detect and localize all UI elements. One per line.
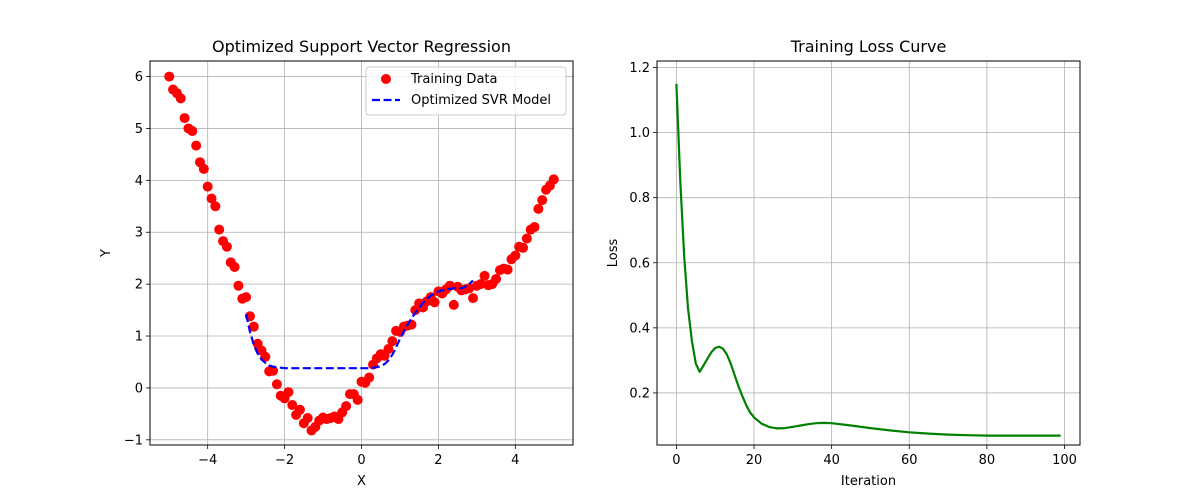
svr-chart-title: Optimized Support Vector Regression (212, 37, 511, 56)
x-tick-label: −4 (198, 453, 217, 468)
x-tick-label: 0 (357, 453, 365, 468)
y-tick-label: 0.6 (629, 256, 650, 271)
y-tick-label: 4 (135, 174, 143, 189)
data-point (521, 233, 532, 244)
loss-chart-title: Training Loss Curve (790, 37, 947, 56)
y-tick-label: 5 (135, 122, 143, 137)
data-point (468, 293, 479, 304)
y-tick-label: 6 (135, 70, 143, 85)
data-point (537, 195, 548, 206)
data-point (302, 413, 313, 424)
data-point (241, 292, 252, 303)
data-point (221, 241, 232, 252)
data-point (187, 126, 198, 137)
data-point (206, 193, 217, 204)
x-tick-label: 40 (823, 453, 840, 468)
svr-x-axis-label: X (357, 474, 366, 489)
x-tick-label: 100 (1052, 453, 1077, 468)
loss-ticks: 0 20 40 60 80 100 0.2 0.4 0.6 0.8 1.0 1.2 (629, 61, 1077, 468)
y-tick-label: 0.2 (629, 386, 650, 401)
svr-chart: −4 −2 0 2 4 −1 0 1 2 3 4 5 6 Optimized Support Vecto… (99, 37, 574, 489)
y-tick-label: 3 (135, 226, 143, 241)
data-point (202, 181, 213, 192)
data-point (502, 264, 513, 275)
data-point (548, 174, 559, 185)
svr-model-line (245, 279, 474, 370)
legend-training-data-label: Training Data (410, 72, 497, 87)
y-tick-label: 0.8 (629, 191, 650, 206)
x-tick-label: 80 (979, 453, 996, 468)
svr-ticks: −4 −2 0 2 4 −1 0 1 2 3 4 5 6 (124, 70, 520, 468)
svr-legend: Training Data Optimized SVR Model (365, 66, 567, 116)
data-point (179, 113, 190, 124)
data-point (387, 336, 398, 347)
x-tick-label: 4 (511, 453, 519, 468)
data-point (198, 163, 209, 174)
data-point (287, 400, 298, 411)
x-tick-label: 0 (672, 453, 680, 468)
data-point (210, 201, 221, 212)
loss-chart: 0 20 40 60 80 100 0.2 0.4 0.6 0.8 1.0 1.2 Training … (606, 37, 1081, 489)
data-point (175, 93, 186, 104)
data-point (475, 279, 486, 290)
data-point (464, 283, 475, 294)
data-point (229, 262, 240, 273)
data-point (533, 203, 544, 214)
data-point (294, 404, 305, 415)
data-point (479, 270, 490, 281)
loss-line (675, 83, 1061, 437)
data-point (352, 394, 363, 405)
data-point (491, 273, 502, 284)
data-point (510, 250, 521, 261)
svr-y-axis-label: Y (99, 249, 114, 258)
svr-marks (164, 71, 559, 436)
data-point (271, 379, 282, 390)
y-tick-label: −1 (124, 433, 143, 448)
loss-marks (675, 83, 1061, 437)
y-tick-label: 0 (135, 381, 143, 396)
x-tick-label: 20 (746, 453, 763, 468)
data-point (429, 297, 440, 308)
legend-training-data-marker (381, 74, 391, 84)
loss-grid (657, 61, 1080, 445)
y-tick-label: 1 (135, 330, 143, 345)
data-point (448, 299, 459, 310)
data-point (383, 344, 394, 354)
data-point (364, 372, 375, 383)
loss-y-axis-label: Loss (606, 239, 621, 268)
data-point (233, 280, 244, 291)
data-point (529, 222, 540, 233)
legend-box (365, 66, 567, 116)
data-point (341, 401, 352, 412)
legend-svr-model-label: Optimized SVR Model (411, 93, 551, 108)
y-tick-label: 0.4 (629, 321, 650, 336)
x-tick-label: 60 (901, 453, 918, 468)
y-tick-label: 1.2 (629, 61, 650, 76)
x-tick-label: 2 (434, 453, 442, 468)
loss-x-axis-label: Iteration (841, 474, 896, 489)
data-point (248, 321, 259, 332)
data-point (164, 71, 175, 82)
y-tick-label: 2 (135, 278, 143, 293)
loss-axes-frame (656, 60, 1081, 446)
x-tick-label: −2 (275, 453, 294, 468)
data-point (283, 387, 294, 398)
y-tick-label: 1.0 (629, 126, 650, 141)
data-point (214, 224, 225, 235)
data-point (518, 242, 529, 253)
data-point (191, 140, 202, 151)
